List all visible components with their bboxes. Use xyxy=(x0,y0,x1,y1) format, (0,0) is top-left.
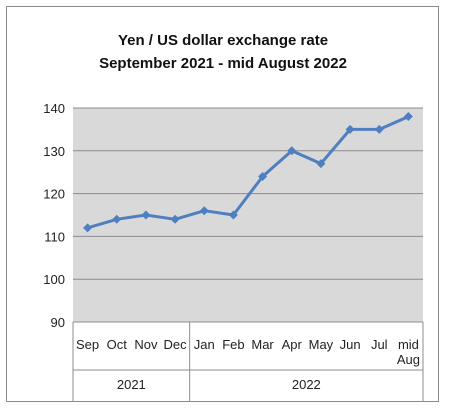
data-point xyxy=(345,124,355,134)
plot-area xyxy=(73,108,423,322)
chart-subtitle: September 2021 - mid August 2022 xyxy=(99,55,347,72)
x-tick-label: Jan xyxy=(194,337,215,352)
data-point xyxy=(374,124,384,134)
year-group-label: 2022 xyxy=(292,377,321,392)
x-tick-label: Nov xyxy=(134,337,158,352)
series-line xyxy=(87,115,410,230)
x-tick-label: May xyxy=(309,337,334,352)
data-point xyxy=(316,159,326,169)
x-tick-label: Apr xyxy=(282,337,303,352)
x-tick-label-line2: Aug xyxy=(397,352,420,367)
line-chart: Yen / US dollar exchange rate September … xyxy=(43,32,424,401)
data-point xyxy=(287,146,297,156)
data-point xyxy=(170,214,180,224)
x-tick-label: mid xyxy=(398,337,419,352)
y-tick-label: 100 xyxy=(43,272,65,287)
x-tick-label: Mar xyxy=(251,337,274,352)
y-tick-label: 110 xyxy=(44,229,65,244)
data-point xyxy=(83,223,93,233)
y-tick-label: 120 xyxy=(43,187,65,202)
x-tick-label: Sep xyxy=(76,337,99,352)
x-tick-label: Jun xyxy=(340,337,361,352)
y-tick-label: 90 xyxy=(51,315,65,330)
x-tick-label: Feb xyxy=(222,337,244,352)
data-point xyxy=(112,214,122,224)
y-axis-ticks: 90 100 110 120 130 140 xyxy=(43,101,65,330)
data-point xyxy=(141,210,151,220)
x-tick-label: Dec xyxy=(164,337,188,352)
data-point xyxy=(199,206,209,216)
data-markers xyxy=(83,112,413,233)
data-point xyxy=(258,171,268,181)
data-point xyxy=(228,210,238,220)
chart-title: Yen / US dollar exchange rate xyxy=(118,32,328,49)
x-tick-label: Oct xyxy=(107,337,128,352)
year-group-label: 2021 xyxy=(117,377,146,392)
y-tick-label: 130 xyxy=(43,144,65,159)
data-point xyxy=(403,112,413,122)
y-tick-label: 140 xyxy=(43,101,65,116)
chart-frame: Yen / US dollar exchange rate September … xyxy=(6,6,439,402)
x-tick-label: Jul xyxy=(371,337,388,352)
